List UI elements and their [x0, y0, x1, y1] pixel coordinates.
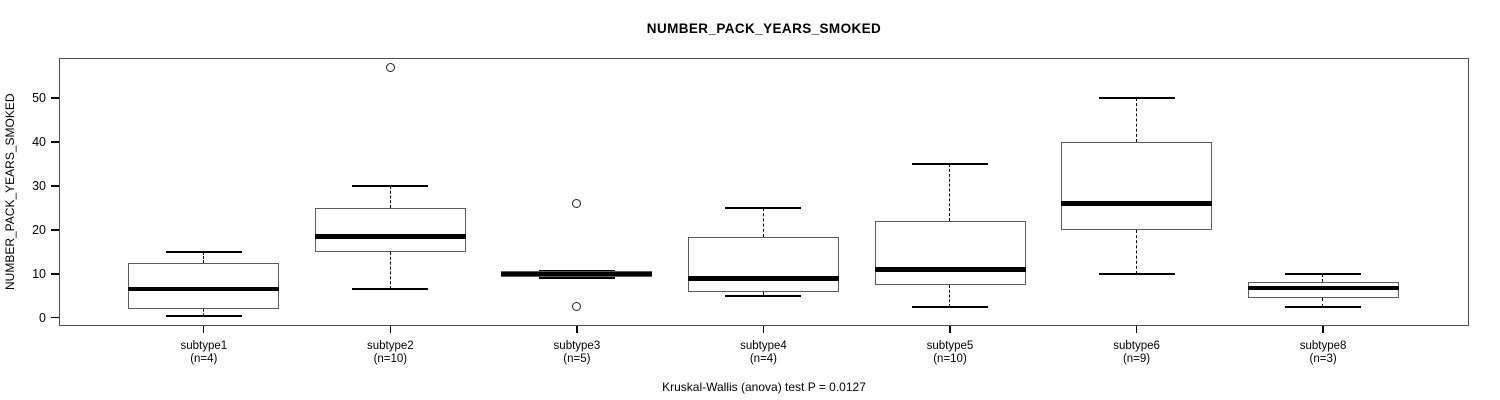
y-axis-tick [50, 317, 59, 319]
x-axis-tick [389, 325, 392, 333]
median-subtype4 [687, 276, 839, 281]
y-axis-tick [50, 97, 59, 99]
group-n: (n=3) [1309, 353, 1337, 365]
group-name: subtype8 [1299, 340, 1347, 352]
median-subtype5 [874, 267, 1026, 272]
x-label-subtype5: subtype5 (n=10) [857, 340, 1043, 366]
upper-whisker-cap-subtype8 [1285, 272, 1362, 275]
lower-whisker-subtype5 [949, 284, 951, 307]
lower-whisker-cap-subtype5 [912, 305, 988, 308]
x-label-subtype2: subtype2 (n=10) [297, 340, 483, 366]
group-n: (n=4) [190, 353, 218, 365]
group-n: (n=4) [749, 353, 778, 365]
box-subtype6 [1061, 142, 1213, 230]
y-axis-tick-label: 20 [32, 222, 46, 237]
y-axis-tick-label: 30 [32, 178, 46, 193]
group-name: subtype3 [553, 340, 601, 352]
lower-whisker-subtype8 [1322, 298, 1324, 307]
upper-whisker-subtype6 [1135, 98, 1137, 143]
y-axis-tick [50, 229, 59, 231]
y-axis-tick-label: 40 [32, 135, 46, 150]
x-axis-tick [203, 325, 205, 333]
x-axis-tick [576, 325, 578, 333]
x-axis-tick [949, 325, 951, 333]
group-n: (n=10) [373, 353, 408, 365]
lower-whisker-subtype4 [762, 292, 764, 296]
x-label-subtype8: subtype8 (n=3) [1230, 340, 1416, 366]
upper-whisker-cap-subtype5 [912, 163, 988, 165]
group-n: (n=9) [1122, 353, 1151, 365]
upper-whisker-subtype8 [1322, 273, 1324, 282]
x-axis-tick [1135, 325, 1138, 333]
outlier-subtype2 [385, 62, 395, 72]
group-name: subtype5 [926, 340, 974, 352]
chart-title: NUMBER_PACK_YEARS_SMOKED [646, 21, 882, 36]
median-subtype2 [314, 234, 466, 239]
outlier-subtype3 [572, 302, 582, 312]
x-label-subtype3: subtype3 (n=5) [484, 340, 670, 366]
upper-whisker-subtype1 [203, 251, 204, 263]
box-subtype5 [874, 221, 1026, 285]
upper-whisker-cap-subtype4 [725, 206, 802, 209]
median-subtype1 [128, 286, 280, 292]
upper-whisker-cap-subtype2 [352, 184, 429, 187]
box-subtype2 [314, 207, 466, 252]
y-axis-tick [50, 273, 59, 275]
upper-whisker-subtype2 [389, 185, 391, 208]
y-axis-tick-label: 0 [39, 310, 46, 325]
lower-whisker-cap-subtype8 [1285, 305, 1362, 308]
x-label-subtype6: subtype6 (n=9) [1044, 340, 1230, 366]
group-name: subtype1 [180, 340, 228, 352]
lower-whisker-subtype2 [389, 251, 391, 290]
group-n: (n=10) [933, 353, 967, 365]
group-name: subtype4 [740, 340, 787, 352]
box-subtype1 [128, 262, 280, 310]
lower-whisker-cap-subtype6 [1098, 272, 1175, 275]
x-axis-tick [1322, 325, 1324, 333]
x-axis-tick [762, 325, 765, 333]
lower-whisker-cap-subtype2 [352, 288, 429, 291]
x-label-subtype1: subtype1 (n=4) [111, 340, 297, 366]
y-axis-tick-label: 10 [32, 266, 46, 281]
group-name: subtype6 [1113, 340, 1160, 352]
box-subtype4 [687, 237, 839, 293]
outlier-subtype3 [572, 199, 582, 209]
plot-area: 0 10 20 30 40 50 subtype1 (n=4) subtype2 (n=10) su… [32, 58, 1469, 365]
y-axis-tick [50, 141, 59, 143]
upper-whisker-subtype4 [762, 207, 764, 238]
lower-whisker-cap-subtype3 [538, 277, 615, 280]
lower-whisker-subtype6 [1135, 229, 1137, 274]
upper-whisker-subtype5 [949, 164, 951, 222]
median-subtype8 [1247, 285, 1399, 291]
upper-whisker-cap-subtype1 [165, 250, 242, 253]
y-axis-tick [50, 185, 59, 187]
upper-whisker-cap-subtype6 [1098, 97, 1175, 100]
group-n: (n=5) [563, 353, 591, 365]
kruskal-wallis-annotation: Kruskal-Wallis (anova) test P = 0.0127 [662, 380, 866, 394]
median-subtype6 [1061, 201, 1213, 206]
group-name: subtype2 [367, 340, 414, 352]
median-subtype3 [501, 271, 653, 277]
lower-whisker-subtype1 [203, 309, 204, 316]
y-axis-tick-label: 50 [32, 91, 46, 106]
lower-whisker-cap-subtype1 [165, 314, 242, 317]
x-label-subtype4: subtype4 (n=4) [670, 340, 856, 366]
lower-whisker-cap-subtype4 [725, 294, 802, 297]
